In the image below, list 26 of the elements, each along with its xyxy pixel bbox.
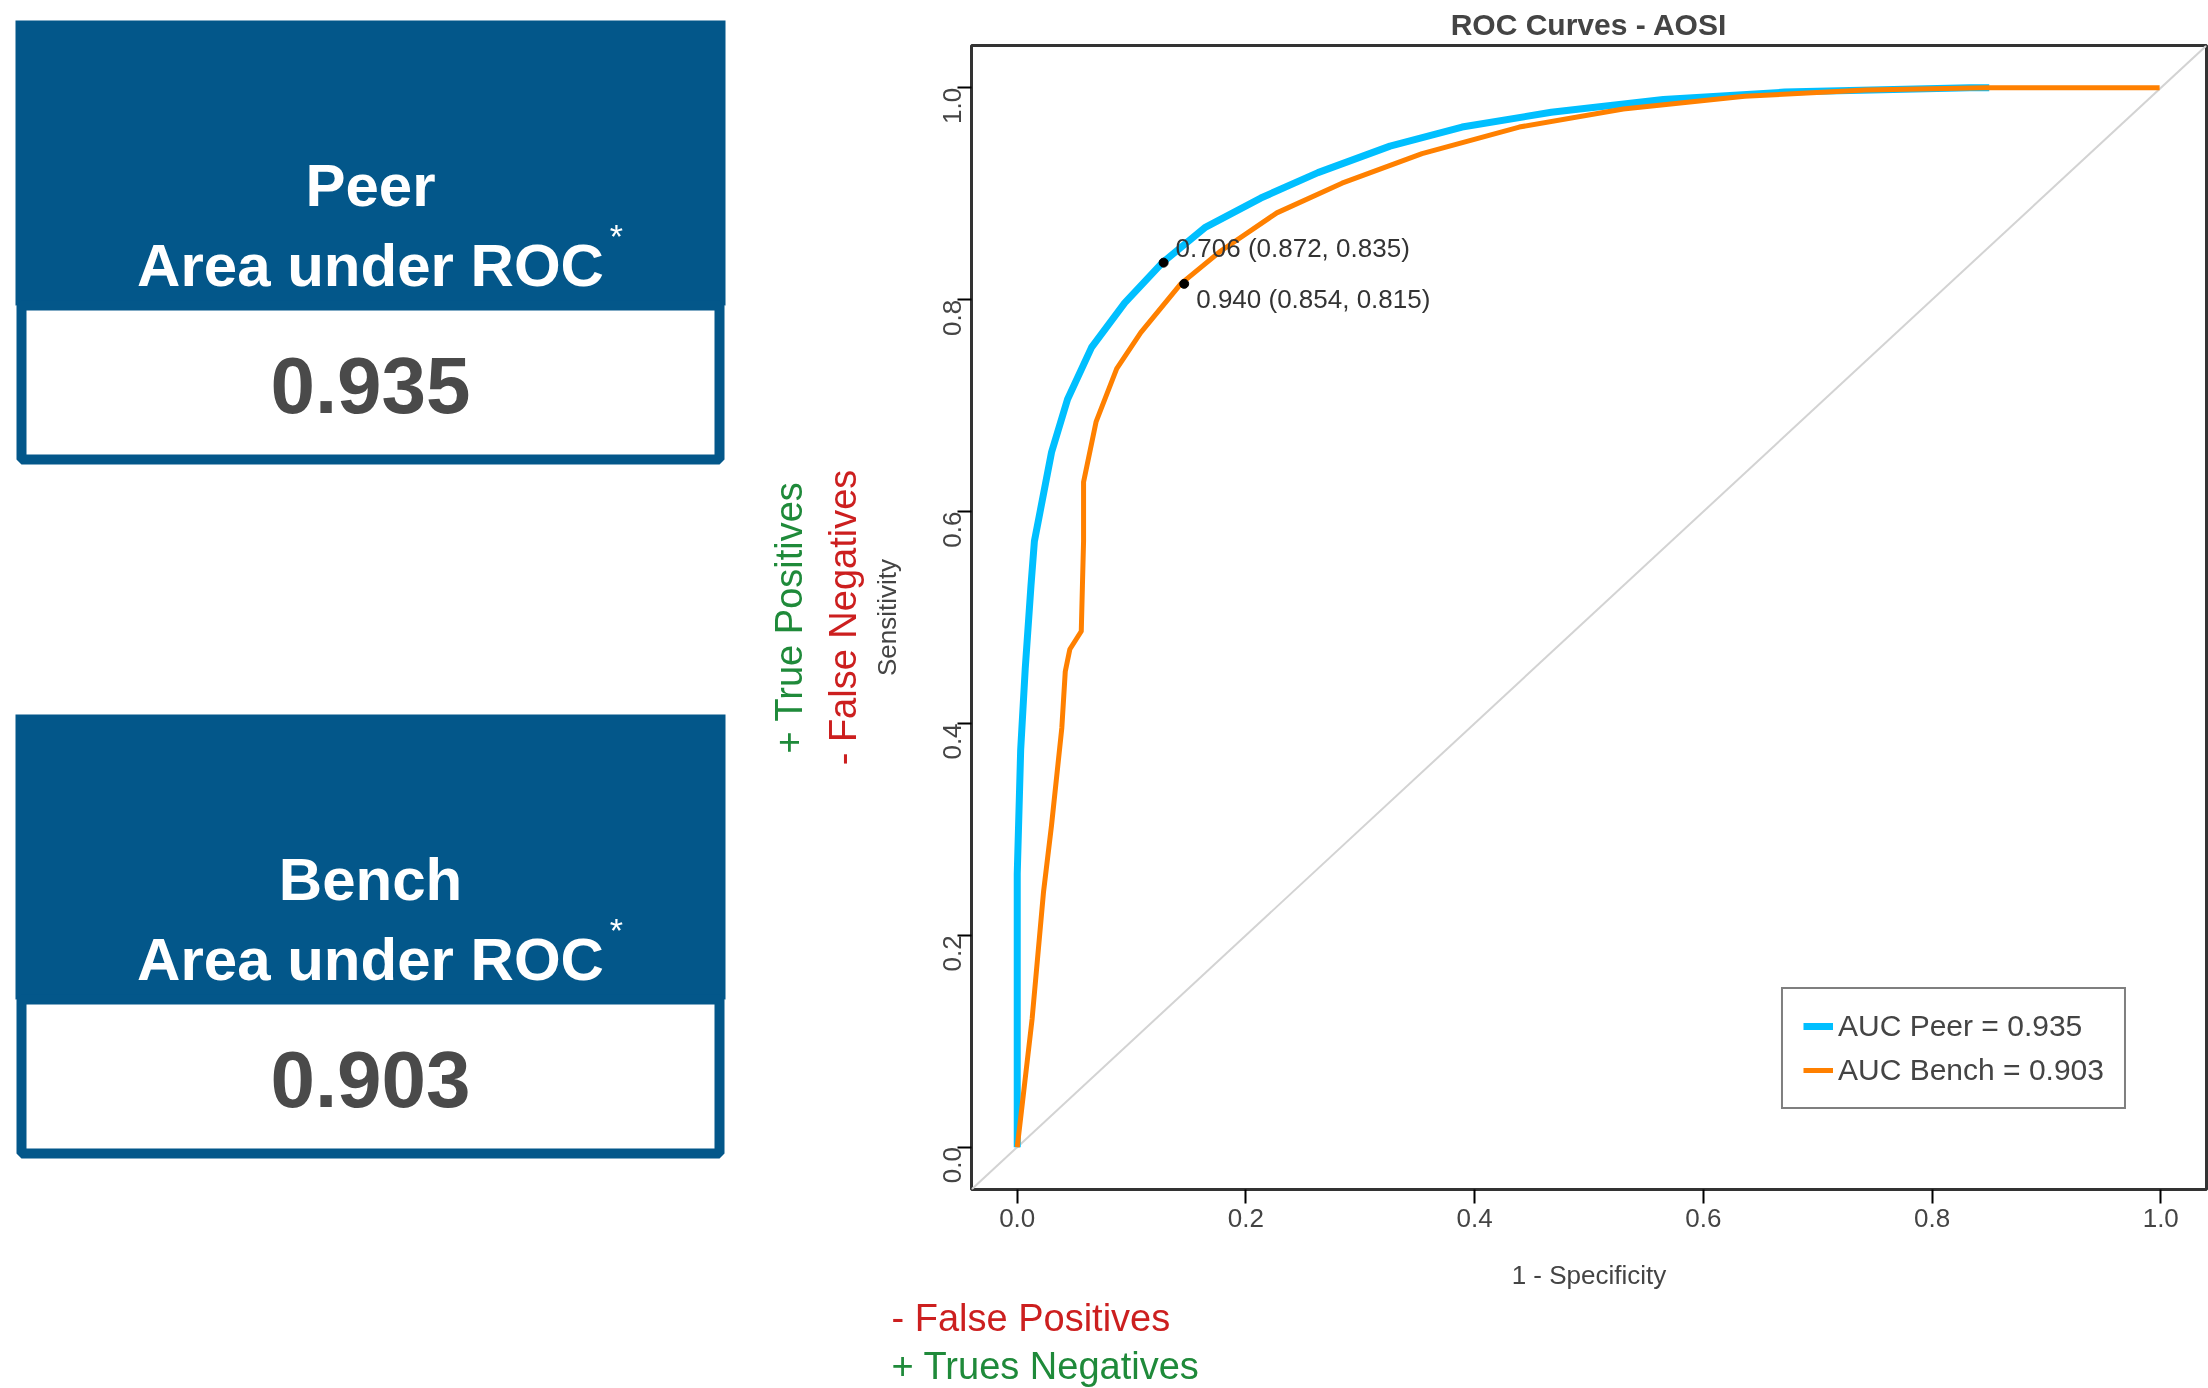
x-tick-label: 0.2 <box>1227 1202 1265 1233</box>
text: - False Positives <box>891 1296 1171 1339</box>
chart-title: ROC Curves - AOSI <box>1450 7 1727 41</box>
text: Bench Area under ROC* <box>137 846 623 993</box>
text: 0.935 <box>270 341 471 430</box>
y-tick-label: 1.0 <box>937 87 968 125</box>
y-tick-label: 0.0 <box>937 1147 968 1184</box>
annotation: 0.940 (0.854, 0.815) <box>1196 283 1431 314</box>
y-tick-label: 0.8 <box>937 299 968 336</box>
text: + True Positives <box>767 482 810 754</box>
y-axis-title: Sensitivity <box>871 558 902 677</box>
text: + Trues Negatives <box>891 1344 1199 1387</box>
x-tick-label: 0.0 <box>999 1202 1036 1233</box>
x-tick-label: 1.0 <box>2142 1202 2179 1233</box>
x-tick-label: 0.4 <box>1456 1202 1493 1233</box>
y-tick-label: 0.4 <box>937 723 968 760</box>
text: 0.903 <box>270 1035 471 1124</box>
legend-label: AUC Peer = 0.935 <box>1837 1009 2083 1043</box>
x-tick-label: 0.8 <box>1913 1202 1951 1233</box>
y-tick-label: 0.2 <box>937 935 968 972</box>
text: Peer Area under ROC* <box>137 152 623 299</box>
y-tick-label: 0.6 <box>937 511 968 548</box>
x-axis-title: 1 - Specificity <box>1511 1259 1667 1290</box>
legend-label: AUC Bench = 0.903 <box>1837 1053 2104 1087</box>
text: - False Negatives <box>821 469 864 766</box>
x-tick-label: 0.6 <box>1685 1202 1722 1233</box>
